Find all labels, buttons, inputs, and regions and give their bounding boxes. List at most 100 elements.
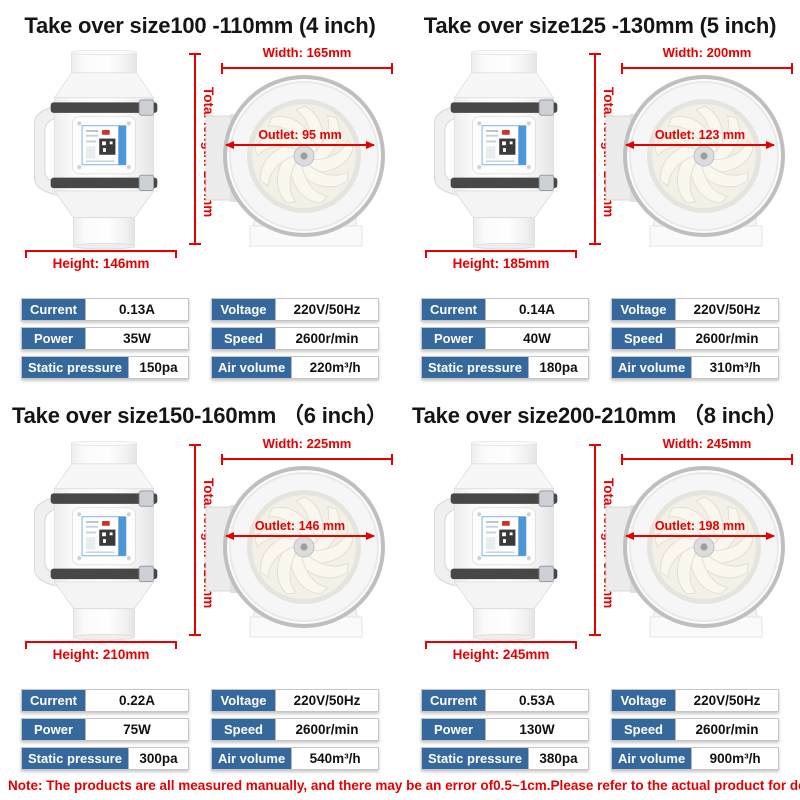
total-length-dimension-line [189,444,201,636]
fan-front-photo [204,465,394,640]
spec-cell-voltage: Voltage 220V/50Hz [211,689,379,712]
spec-value: 220V/50Hz [293,693,361,708]
outlet-dimension: Outlet: 123 mm [626,128,774,142]
spec-label: Voltage [212,299,276,320]
spec-label: Speed [212,328,276,349]
product-panel-8inch: Take over size200-210mm （8 inch） Total l… [400,385,800,770]
height-dimension-line [425,641,577,649]
spec-value: 2600r/min [695,722,759,737]
spec-cell-speed: Speed 2600r/min [611,718,779,741]
width-value: 165mm [306,45,352,60]
spec-value: 40W [523,331,551,346]
spec-row: Static pressure 150pa Air volume 220m³/h [0,356,400,379]
width-label: Width: [262,45,303,60]
product-panel-5inch: Take over size125 -130mm (5 inch) Total … [400,0,800,385]
spec-label: Static pressure [22,357,129,378]
spec-cell-speed: Speed 2600r/min [611,327,779,350]
spec-table: Current 0.13A Voltage 220V/50Hz Power 35W S… [0,298,400,379]
spec-row: Power 40W Speed 2600r/min [400,327,800,350]
spec-label: Voltage [612,690,676,711]
outlet-value: 95 mm [302,128,342,142]
spec-value: 380pa [539,751,578,766]
spec-table: Current 0.22A Voltage 220V/50Hz Power 75W S… [0,689,400,770]
spec-cell-current: Current 0.14A [421,298,589,321]
spec-row: Current 0.53A Voltage 220V/50Hz [400,689,800,712]
spec-label: Air volume [212,357,293,378]
spec-value: 2600r/min [695,331,759,346]
width-value: 200mm [706,45,752,60]
fan-side-photo [426,441,582,641]
outlet-dimension-line: Outlet: 123 mm [625,128,775,149]
panel-title: Take over size125 -130mm (5 inch) [423,13,777,38]
fan-side-photo [26,50,182,250]
spec-value: 310m³/h [709,360,761,375]
fan-front-photo [604,465,794,640]
height-value: 210mm [102,647,150,662]
fan-front-photo [604,74,794,249]
spec-value: 180pa [539,360,578,375]
spec-cell-power: Power 75W [21,718,189,741]
height-value: 146mm [102,256,150,271]
product-panel-6inch: Take over size150-160mm （6 inch） Total l… [0,385,400,770]
product-grid: Take over size100 -110mm (4 inch) Total … [0,0,800,770]
spec-value: 220V/50Hz [693,693,761,708]
spec-value: 35W [123,331,151,346]
spec-label: Voltage [612,299,676,320]
spec-value: 540m³/h [309,751,361,766]
spec-value: 220V/50Hz [293,302,361,317]
height-dimension-line [425,250,577,258]
spec-row: Power 130W Speed 2600r/min [400,718,800,741]
spec-label: Air volume [612,357,693,378]
outlet-dimension: Outlet: 146 mm [226,519,374,533]
outlet-label: Outlet: [258,128,299,142]
spec-value: 130W [519,722,555,737]
height-label: Height: [452,256,500,271]
spec-value: 0.13A [118,302,156,317]
panel-title: Take over size100 -110mm (4 inch) [24,13,376,38]
spec-cell-current: Current 0.53A [421,689,589,712]
spec-row: Current 0.13A Voltage 220V/50Hz [0,298,400,321]
spec-row: Power 35W Speed 2600r/min [0,327,400,350]
spec-row: Static pressure 300pa Air volume 540m³/h [0,747,400,770]
spec-row: Current 0.22A Voltage 220V/50Hz [0,689,400,712]
fan-side-photo [26,441,182,641]
product-panel-4inch: Take over size100 -110mm (4 inch) Total … [0,0,400,385]
spec-value: 2600r/min [295,722,359,737]
outlet-dimension-line: Outlet: 146 mm [225,519,375,540]
total-length-dimension-line [589,444,601,636]
spec-value: 75W [123,722,151,737]
width-label: Width: [662,436,703,451]
height-dimension-line [25,641,177,649]
spec-cell-speed: Speed 2600r/min [211,718,379,741]
product-visual: Total length: 258mm Height: 185mm Width:… [400,40,800,288]
height-value: 245mm [502,647,550,662]
spec-cell-static-pressure: Static pressure 380pa [421,747,589,770]
spec-label: Static pressure [22,748,129,769]
height-dimension-line [25,250,177,258]
spec-label: Power [22,719,86,740]
width-value: 245mm [706,436,752,451]
outlet-label: Outlet: [654,519,696,533]
spec-cell-speed: Speed 2600r/min [211,327,379,350]
spec-cell-power: Power 35W [21,327,189,350]
height-label: Height: [52,256,100,271]
spec-label: Voltage [212,690,276,711]
panel-title: Take over size150-160mm （6 inch） [12,403,388,428]
spec-cell-power: Power 130W [421,718,589,741]
spec-cell-voltage: Voltage 220V/50Hz [611,689,779,712]
width-value: 225mm [306,436,352,451]
spec-value: 2600r/min [295,331,359,346]
spec-row: Power 75W Speed 2600r/min [0,718,400,741]
spec-label: Air volume [612,748,693,769]
spec-cell-air-volume: Air volume 900m³/h [611,747,779,770]
spec-label: Speed [612,719,676,740]
height-label: Height: [52,647,100,662]
spec-cell-air-volume: Air volume 220m³/h [211,356,379,379]
spec-label: Current [422,690,486,711]
height-dimension: Height: 146mm [26,256,176,271]
height-dimension: Height: 210mm [26,647,176,662]
width-dimension: Width: 200mm [622,45,792,60]
spec-value: 0.22A [118,693,156,708]
spec-cell-voltage: Voltage 220V/50Hz [611,298,779,321]
spec-label: Speed [612,328,676,349]
